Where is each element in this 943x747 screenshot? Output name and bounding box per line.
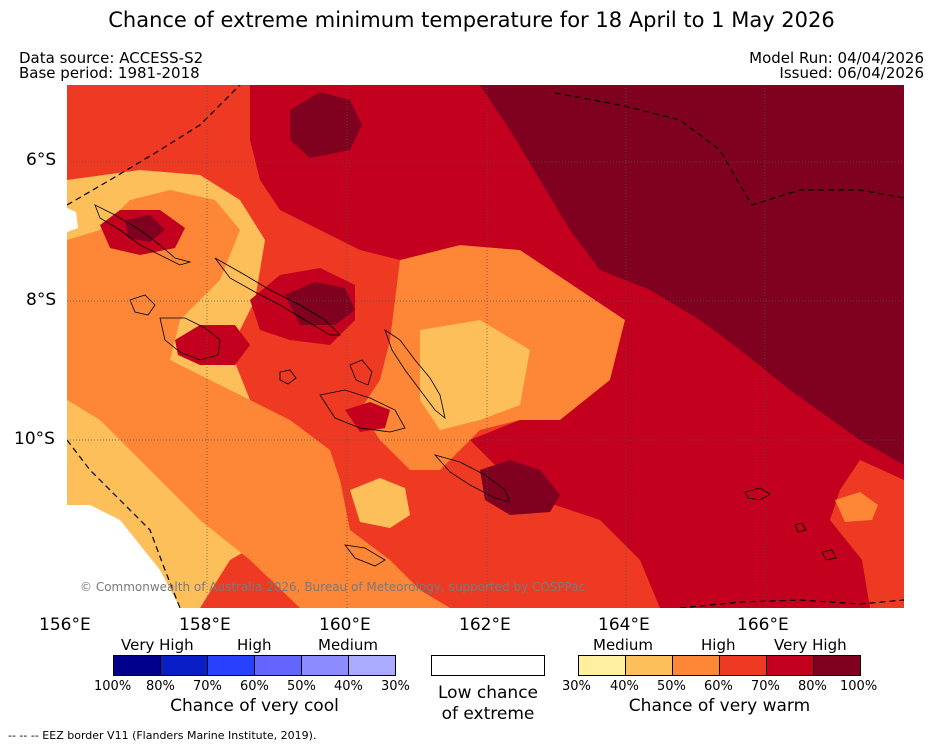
cool-swatch-50-60 <box>254 655 302 676</box>
zone-80-100 <box>480 85 904 465</box>
eez-border-north-west <box>67 85 241 206</box>
cool-legend-title: Chance of very cool <box>170 696 339 716</box>
base-period: Base period: 1981-2018 <box>19 64 200 82</box>
island-guadalcanal <box>319 389 406 433</box>
warm-pct-30: 30% <box>562 679 591 694</box>
lat-label-6s: 6°S <box>26 150 57 170</box>
warm-cat-medium: Medium <box>593 636 653 654</box>
warm-pct-40: 40% <box>610 679 639 694</box>
cool-swatch-40-50 <box>301 655 349 676</box>
cool-swatch-60-70 <box>207 655 255 676</box>
probability-field <box>67 85 904 608</box>
cool-pct-70: 70% <box>193 679 222 694</box>
warm-legend-title: Chance of very warm <box>628 696 811 716</box>
warm-swatch-60-70 <box>719 655 767 676</box>
cool-pct-80: 80% <box>146 679 175 694</box>
island-tikopia <box>821 549 837 561</box>
island-savo <box>279 369 297 385</box>
lon-label-158e: 158°E <box>179 615 231 635</box>
island-santa-isabel <box>384 329 446 420</box>
island-rennell <box>344 544 386 567</box>
lon-label-164e: 164°E <box>598 615 650 635</box>
eez-footnote: -- -- -- EEZ border V11 (Flanders Marine… <box>8 729 317 742</box>
island-bougainville <box>94 204 192 266</box>
eez-border-south-east <box>679 599 904 608</box>
island-new-georgia <box>159 317 221 361</box>
cool-swatch-80-100 <box>113 655 161 676</box>
zone-70-80-guadalcanal <box>345 402 390 432</box>
neutral-title-line2: of extreme <box>441 704 535 724</box>
data-source: Data source: ACCESS-S2 <box>19 49 204 67</box>
zone-80-100-south <box>480 460 560 515</box>
graticule <box>67 85 904 608</box>
zone-30-40-south <box>350 478 410 528</box>
lon-label-156e: 156°E <box>39 615 91 635</box>
island-choiseul <box>214 257 341 336</box>
warm-swatch-70-80 <box>766 655 814 676</box>
cool-pct-30: 30% <box>381 679 410 694</box>
warm-cat-very-high: Very High <box>774 636 847 654</box>
warm-pct-80: 80% <box>798 679 827 694</box>
lon-label-166e: 166°E <box>737 615 789 635</box>
zone-50-60-se <box>835 492 878 522</box>
island-malaita <box>349 359 373 386</box>
zone-30-40 <box>420 320 530 430</box>
copyright-notice: © Commonwealth of Australia 2026, Bureau… <box>80 580 586 594</box>
cool-swatch-70-80 <box>160 655 208 676</box>
warm-pct-100: 100% <box>840 679 878 694</box>
eez-border <box>67 85 904 608</box>
island-vanikoro <box>794 522 807 533</box>
cool-pct-50: 50% <box>287 679 316 694</box>
cool-cat-very-high: Very High <box>121 636 194 654</box>
cool-pct-40: 40% <box>334 679 363 694</box>
warm-swatch-80-100 <box>813 655 861 676</box>
warm-swatch-50-60 <box>672 655 720 676</box>
cool-cat-medium: Medium <box>318 636 378 654</box>
zone-white-west <box>67 505 180 608</box>
zone-white-edge <box>67 208 78 232</box>
neutral-swatch <box>431 655 545 676</box>
island-shortland <box>129 294 156 316</box>
cool-cat-high: High <box>237 636 272 654</box>
eez-border-north-east <box>554 92 904 206</box>
issued-date: Issued: 06/04/2026 <box>779 64 924 82</box>
warm-swatch-40-50 <box>625 655 673 676</box>
zone-80-100-central <box>285 282 355 325</box>
zone-50-60 <box>67 190 450 608</box>
zone-80-100-north <box>290 92 362 158</box>
warm-cat-high: High <box>701 636 736 654</box>
warm-pct-60: 60% <box>704 679 733 694</box>
cool-pct-60: 60% <box>240 679 269 694</box>
lat-label-10s: 10°S <box>14 429 55 449</box>
chart-title: Chance of extreme minimum temperature fo… <box>108 8 835 32</box>
warm-swatch-30-40 <box>578 655 626 676</box>
lon-label-160e: 160°E <box>319 615 371 635</box>
zone-70-80-west <box>175 325 250 365</box>
lat-label-8s: 8°S <box>26 290 57 310</box>
zone-80-100-west <box>125 215 165 242</box>
cool-pct-100: 100% <box>94 679 132 694</box>
warm-pct-50: 50% <box>657 679 686 694</box>
coastlines <box>94 204 837 567</box>
island-makira <box>433 454 511 503</box>
cool-swatch-30-40 <box>348 655 396 676</box>
model-run: Model Run: 04/04/2026 <box>749 49 924 67</box>
lon-label-162e: 162°E <box>459 615 511 635</box>
warm-pct-70: 70% <box>751 679 780 694</box>
neutral-title-line1: Low chance <box>438 683 538 703</box>
source-info: Data source: ACCESS-S2 Base period: 1981… <box>19 51 203 81</box>
run-info: Model Run: 04/04/2026 Issued: 06/04/2026 <box>749 51 924 81</box>
eez-border-south-west <box>67 439 181 608</box>
